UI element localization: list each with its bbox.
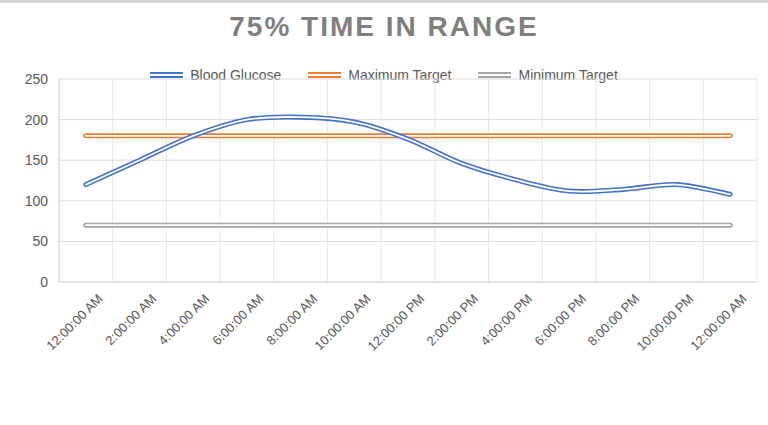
y-axis-tick-label: 200 bbox=[8, 112, 48, 128]
chart-container: 75% TIME IN RANGE Blood GlucoseMaximum T… bbox=[0, 0, 768, 425]
blood-glucose-line bbox=[86, 117, 730, 194]
y-axis-tick-label: 100 bbox=[8, 193, 48, 209]
axis-lines bbox=[59, 79, 757, 282]
y-axis-tick-label: 250 bbox=[8, 71, 48, 87]
y-axis-tick-label: 50 bbox=[8, 233, 48, 249]
plot-area bbox=[0, 0, 768, 425]
y-axis-tick-label: 150 bbox=[8, 152, 48, 168]
y-axis-tick-label: 0 bbox=[8, 274, 48, 290]
gridlines bbox=[59, 79, 757, 282]
